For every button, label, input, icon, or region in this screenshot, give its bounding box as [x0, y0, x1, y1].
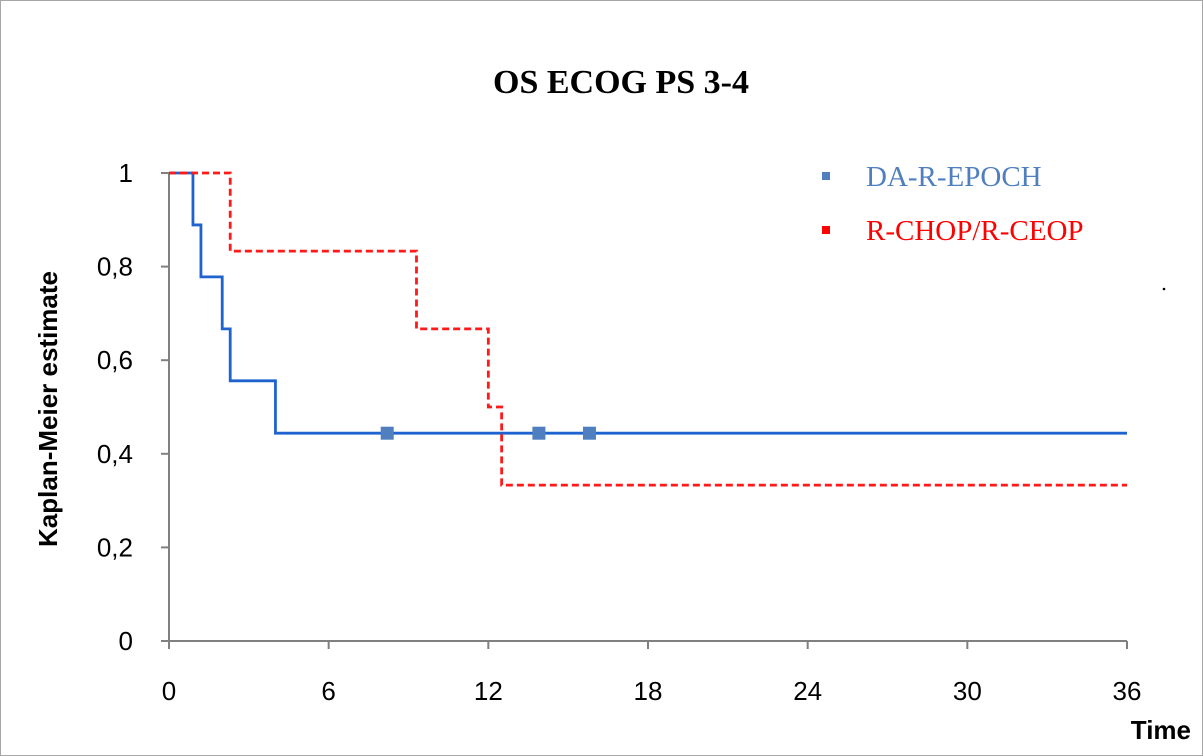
x-tick-label: 36	[1113, 676, 1142, 706]
censor-marker	[532, 426, 546, 440]
y-tick-label: 0,6	[97, 345, 133, 375]
x-tick-label: 30	[953, 676, 982, 706]
x-tick-label: 0	[162, 676, 176, 706]
x-tick-label: 18	[634, 676, 663, 706]
legend-layer: DA-R-EPOCH R-CHOP/R-CEOP	[822, 161, 1084, 247]
censor-marker	[582, 426, 596, 440]
y-tick-label: 0	[119, 626, 133, 656]
y-tick-label: 0,4	[97, 439, 133, 469]
stray-dot	[1162, 287, 1166, 291]
legend-label-1: DA-R-EPOCH	[866, 161, 1042, 193]
y-axis-title-group: Kaplan-Meier estimate	[33, 271, 63, 547]
series-line-2	[169, 171, 1127, 487]
y-tick-label: 1	[119, 158, 133, 188]
legend-marker-1	[822, 172, 830, 180]
x-tick-label: 24	[793, 676, 822, 706]
x-tick-label: 12	[474, 676, 503, 706]
censor-marker	[380, 426, 394, 440]
y-axis-title: Kaplan-Meier estimate	[33, 271, 63, 547]
legend-marker-2	[822, 226, 830, 234]
legend-label-2: R-CHOP/R-CEOP	[866, 215, 1084, 247]
series-layer	[169, 171, 1127, 487]
series-line-1	[169, 171, 1127, 435]
y-tick-label: 0,2	[97, 532, 133, 562]
x-axis-title: Time	[1131, 715, 1191, 745]
chart-title: OS ECOG PS 3-4	[493, 64, 749, 101]
axes-layer: 0 0,2 0,4 0,6 0,8 1 0 6 12 18 24 30 36	[97, 158, 1142, 706]
y-tick-label: 0,8	[97, 252, 133, 282]
x-tick-label: 6	[321, 676, 335, 706]
